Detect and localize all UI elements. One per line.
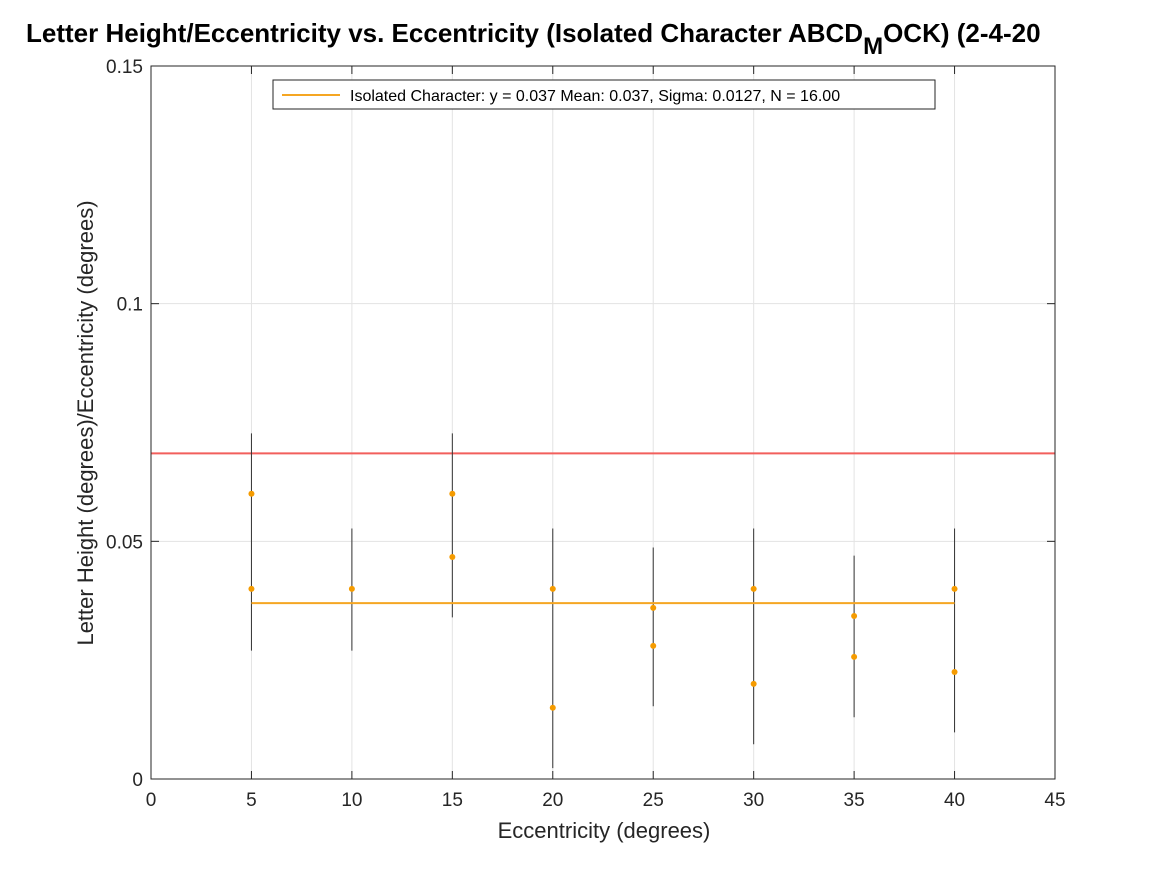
x-tick-label: 5 xyxy=(246,790,257,811)
data-point xyxy=(851,653,858,660)
data-point xyxy=(951,669,958,676)
legend: Isolated Character: y = 0.037 Mean: 0.03… xyxy=(272,79,936,110)
title-prefix: Letter Height/Eccentricity vs. Eccentric… xyxy=(26,18,863,48)
data-point xyxy=(851,612,858,619)
y-tick-label: 0.15 xyxy=(106,57,143,78)
legend-entry: Isolated Character: y = 0.037 Mean: 0.03… xyxy=(350,88,840,105)
data-point xyxy=(951,585,958,592)
x-axis-label: Eccentricity (degrees) xyxy=(498,818,711,843)
data-point xyxy=(549,585,556,592)
x-tick-label: 35 xyxy=(844,790,865,811)
data-point xyxy=(750,680,757,687)
ticks: 0 5 10 15 20 25 30 35 40 45 0 0.05 0.1 0.15 xyxy=(106,57,1066,811)
data-point xyxy=(750,585,757,592)
data-point xyxy=(549,704,556,711)
data-point xyxy=(248,490,255,497)
data-point xyxy=(348,585,355,592)
x-tick-label: 10 xyxy=(341,790,362,811)
chart-title: Letter Height/Eccentricity vs. Eccentric… xyxy=(26,18,1041,60)
y-tick-label: 0.05 xyxy=(106,532,143,553)
title-suffix: OCK) (2-4-20 xyxy=(883,18,1040,48)
x-tick-label: 0 xyxy=(146,790,157,811)
plot-frame xyxy=(150,65,1056,780)
y-tick-label: 0 xyxy=(132,770,143,791)
data-points-layer xyxy=(248,490,958,711)
y-tick-label: 0.1 xyxy=(117,295,143,316)
data-point xyxy=(650,604,657,611)
y-axis-label: Letter Height (degrees)/Eccentricity (de… xyxy=(73,200,98,645)
data-point xyxy=(449,554,456,561)
x-tick-label: 30 xyxy=(743,790,764,811)
x-tick-label: 45 xyxy=(1044,790,1065,811)
x-tick-label: 40 xyxy=(944,790,965,811)
data-point xyxy=(650,642,657,649)
legend-box xyxy=(272,79,936,110)
x-tick-label: 20 xyxy=(542,790,563,811)
plot-area xyxy=(151,66,1055,779)
error-bar-layer xyxy=(250,433,956,769)
title-subscript: M xyxy=(863,33,883,60)
data-point xyxy=(449,490,456,497)
x-tick-label: 15 xyxy=(442,790,463,811)
x-tick-label: 25 xyxy=(643,790,664,811)
data-point xyxy=(248,585,255,592)
